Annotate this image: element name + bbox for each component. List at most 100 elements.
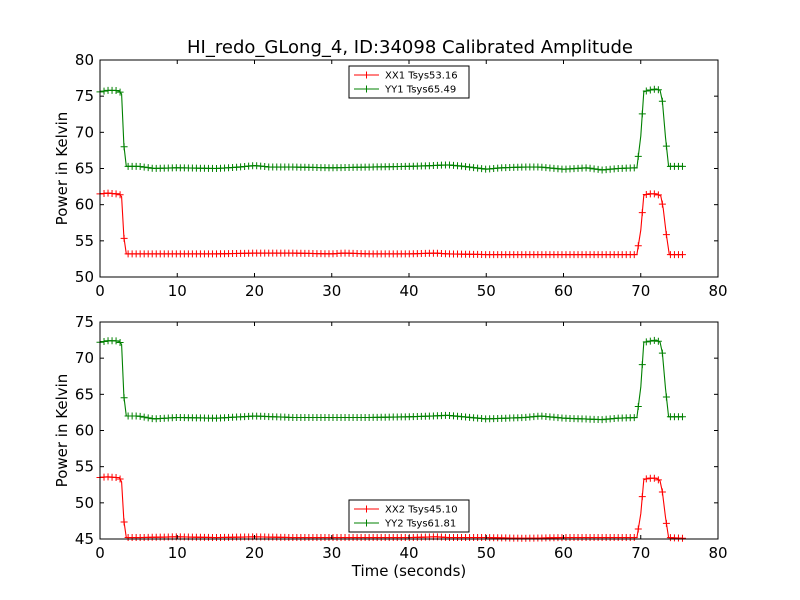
plots-container: 0 10 20 30 40 50 60 70 80 50 55 60 65 70 75 80 Power in … bbox=[53, 51, 728, 580]
series-marker bbox=[630, 251, 638, 259]
series-marker bbox=[646, 337, 654, 345]
series-marker bbox=[678, 251, 686, 259]
x-tick-label: 80 bbox=[708, 282, 727, 300]
series-marker bbox=[136, 163, 144, 171]
legend-entry-label: YY1 Tsys65.49 bbox=[384, 85, 456, 96]
legend: XX2 Tsys45.10 YY2 Tsys61.81 bbox=[348, 499, 470, 533]
series-marker bbox=[112, 86, 120, 94]
series-marker bbox=[662, 393, 670, 401]
series-marker bbox=[642, 338, 650, 346]
y-tick-label: 65 bbox=[75, 160, 94, 178]
series-marker bbox=[100, 338, 108, 346]
series-marker bbox=[120, 143, 128, 151]
series-marker bbox=[658, 200, 666, 208]
series-marker bbox=[474, 164, 482, 172]
series-marker bbox=[140, 413, 148, 421]
y-tick-label: 55 bbox=[75, 458, 94, 476]
series-marker bbox=[590, 165, 598, 173]
series-marker bbox=[116, 475, 124, 483]
subplot-2: 0 10 20 30 40 50 60 70 80 45 50 55 60 65 70 75 Power in … bbox=[53, 313, 728, 580]
x-tick-label: 30 bbox=[322, 282, 341, 300]
series-marker bbox=[112, 190, 120, 198]
y-tick-label: 45 bbox=[75, 530, 94, 548]
x-tick-label: 50 bbox=[477, 544, 496, 562]
series-marker bbox=[120, 518, 128, 526]
series-marker bbox=[662, 519, 670, 527]
legend-entry-label: XX1 Tsys53.16 bbox=[385, 71, 458, 82]
series-marker bbox=[116, 338, 124, 346]
series-marker bbox=[654, 337, 662, 345]
series-1-2 bbox=[96, 85, 686, 174]
series-marker bbox=[642, 190, 650, 198]
y-tick-label: 50 bbox=[75, 268, 94, 286]
series-marker bbox=[658, 488, 666, 496]
legend-swatch-marker bbox=[363, 505, 370, 513]
series-marker bbox=[634, 242, 642, 250]
series-marker bbox=[642, 87, 650, 95]
x-tick-label: 60 bbox=[554, 544, 573, 562]
series-marker bbox=[630, 414, 638, 422]
series-marker bbox=[634, 403, 642, 411]
series-marker bbox=[478, 165, 486, 173]
series-marker bbox=[100, 87, 108, 95]
x-tick-label: 20 bbox=[245, 544, 264, 562]
series-marker bbox=[586, 164, 594, 172]
series-marker bbox=[662, 142, 670, 150]
series-marker bbox=[662, 231, 670, 239]
series-marker bbox=[654, 86, 662, 94]
y-tick-label: 80 bbox=[75, 51, 94, 69]
x-tick-label: 80 bbox=[708, 544, 727, 562]
legend-swatch-marker bbox=[363, 85, 370, 93]
y-axis-label: Power in Kelvin bbox=[53, 112, 71, 226]
series-marker bbox=[136, 412, 144, 420]
x-tick-label: 70 bbox=[631, 544, 650, 562]
series-marker bbox=[638, 209, 646, 217]
series-marker bbox=[470, 164, 478, 172]
series-marker bbox=[678, 534, 686, 542]
series-marker bbox=[650, 474, 658, 482]
series-marker bbox=[678, 162, 686, 170]
x-tick-label: 40 bbox=[399, 282, 418, 300]
series-marker bbox=[650, 336, 658, 344]
series-marker bbox=[466, 163, 474, 171]
series-marker bbox=[116, 191, 124, 199]
series-marker bbox=[634, 525, 642, 533]
y-tick-label: 50 bbox=[75, 494, 94, 512]
y-tick-label: 70 bbox=[75, 123, 94, 141]
series-marker bbox=[642, 475, 650, 483]
series-marker bbox=[140, 163, 148, 171]
y-axis-label: Power in Kelvin bbox=[53, 374, 71, 488]
series-marker bbox=[630, 534, 638, 542]
legend-swatch-marker bbox=[363, 519, 370, 527]
y-tick-label: 65 bbox=[75, 385, 94, 403]
x-axis-label: Time (seconds) bbox=[351, 562, 467, 580]
x-tick-label: 30 bbox=[322, 544, 341, 562]
x-tick-label: 0 bbox=[95, 282, 105, 300]
legend-box bbox=[348, 65, 470, 99]
legend-swatch-marker bbox=[363, 71, 370, 79]
y-tick-label: 60 bbox=[75, 422, 94, 440]
series-marker bbox=[144, 414, 152, 422]
series-marker bbox=[120, 234, 128, 242]
x-tick-label: 0 bbox=[95, 544, 105, 562]
series-marker bbox=[654, 191, 662, 199]
series-marker bbox=[630, 164, 638, 172]
series-1-1 bbox=[96, 189, 686, 259]
subplot-1: 0 10 20 30 40 50 60 70 80 50 55 60 65 70 75 80 Power in … bbox=[53, 51, 728, 300]
series-marker bbox=[638, 361, 646, 369]
series-marker bbox=[638, 493, 646, 501]
y-tick-label: 60 bbox=[75, 196, 94, 214]
series-marker bbox=[634, 152, 642, 160]
series-marker bbox=[144, 164, 152, 172]
series-marker bbox=[638, 110, 646, 118]
legend-box bbox=[348, 499, 470, 533]
series-marker bbox=[654, 476, 662, 484]
series-marker bbox=[678, 413, 686, 421]
x-tick-label: 20 bbox=[245, 282, 264, 300]
series-marker bbox=[646, 86, 654, 94]
series-marker bbox=[650, 190, 658, 198]
series-marker bbox=[658, 97, 666, 105]
series-marker bbox=[116, 88, 124, 96]
series-marker bbox=[112, 337, 120, 345]
x-tick-label: 70 bbox=[631, 282, 650, 300]
